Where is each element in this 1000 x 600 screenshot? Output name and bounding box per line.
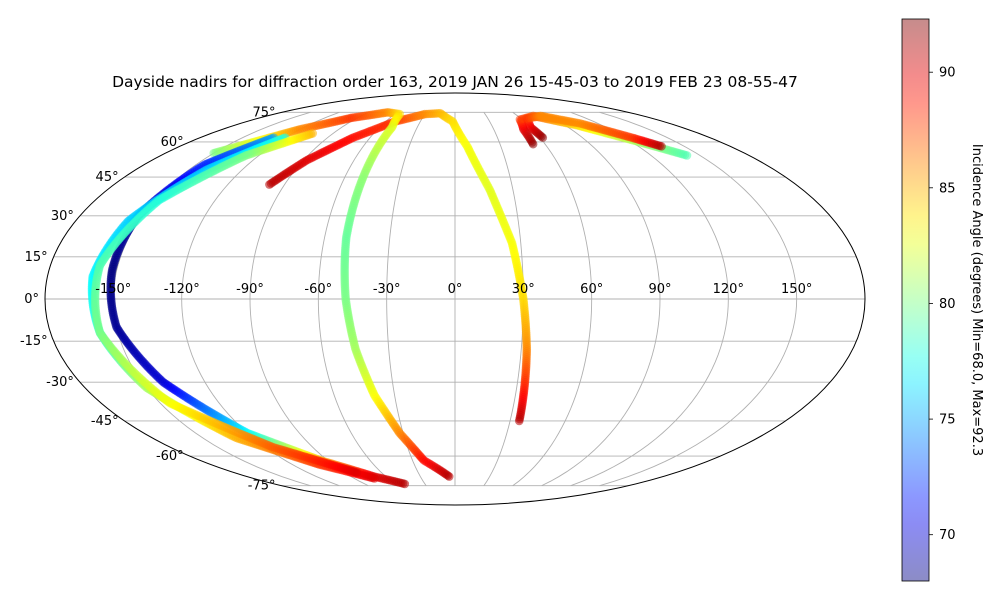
x-tick-label: -120°	[164, 282, 200, 297]
x-tick-label: -30°	[373, 282, 401, 297]
y-tick-label: 60°	[161, 135, 184, 150]
y-tick-label: -45°	[91, 414, 119, 429]
track-point	[444, 472, 454, 481]
x-tick-label: 60°	[580, 282, 603, 297]
latitude-tick-labels: 75° 60° 45° 30° 15° 0° -15° -30° -45° -60° -75°	[20, 105, 276, 493]
y-tick-label: 15°	[25, 250, 48, 265]
y-tick-label: 30°	[51, 209, 74, 224]
y-tick-label: -30°	[46, 375, 74, 390]
colorbar-ticks: 70 75 80 85 90	[929, 66, 956, 543]
y-tick-label: -15°	[20, 334, 48, 349]
x-tick-label: 90°	[648, 282, 671, 297]
colorbar-tick-label: 70	[939, 528, 956, 543]
chart-title: Dayside nadirs for diffraction order 163…	[112, 73, 798, 91]
track-point	[514, 416, 524, 426]
data-tracks	[87, 108, 692, 489]
x-tick-label: -150°	[95, 282, 131, 297]
track-track-5	[90, 129, 362, 477]
track-point	[657, 142, 666, 151]
y-tick-label: -60°	[156, 449, 184, 464]
colorbar-label: Incidence Angle (degrees) Min=68.0, Max=…	[969, 144, 984, 456]
track-point	[352, 468, 362, 477]
track-point	[370, 474, 379, 483]
x-tick-label: -60°	[304, 282, 332, 297]
track-point	[400, 479, 410, 489]
map-frame	[44, 92, 866, 506]
y-tick-label: 45°	[96, 170, 119, 185]
x-tick-label: 0°	[448, 282, 463, 297]
y-tick-label: 75°	[252, 105, 275, 120]
y-tick-label: -75°	[248, 479, 276, 494]
graticule	[45, 111, 865, 487]
track-point	[682, 151, 692, 160]
y-tick-label: 0°	[24, 292, 39, 307]
colorbar-tick-label: 85	[939, 181, 956, 196]
track-track-7	[522, 111, 666, 151]
x-tick-label: 150°	[781, 282, 812, 297]
colorbar-tick-label: 80	[939, 297, 956, 312]
x-tick-label: 30°	[512, 282, 535, 297]
x-tick-label: 120°	[713, 282, 744, 297]
track-track-1	[265, 108, 532, 426]
colorbar-tick-label: 90	[939, 66, 956, 81]
longitude-tick-labels: -150° -120° -90° -60° -30° 0° 30° 60° 90° 120° 150…	[95, 282, 812, 297]
colorbar	[901, 18, 930, 582]
x-tick-label: -90°	[236, 282, 264, 297]
track-track-2	[209, 108, 454, 481]
colorbar-tick-label: 75	[939, 413, 956, 428]
